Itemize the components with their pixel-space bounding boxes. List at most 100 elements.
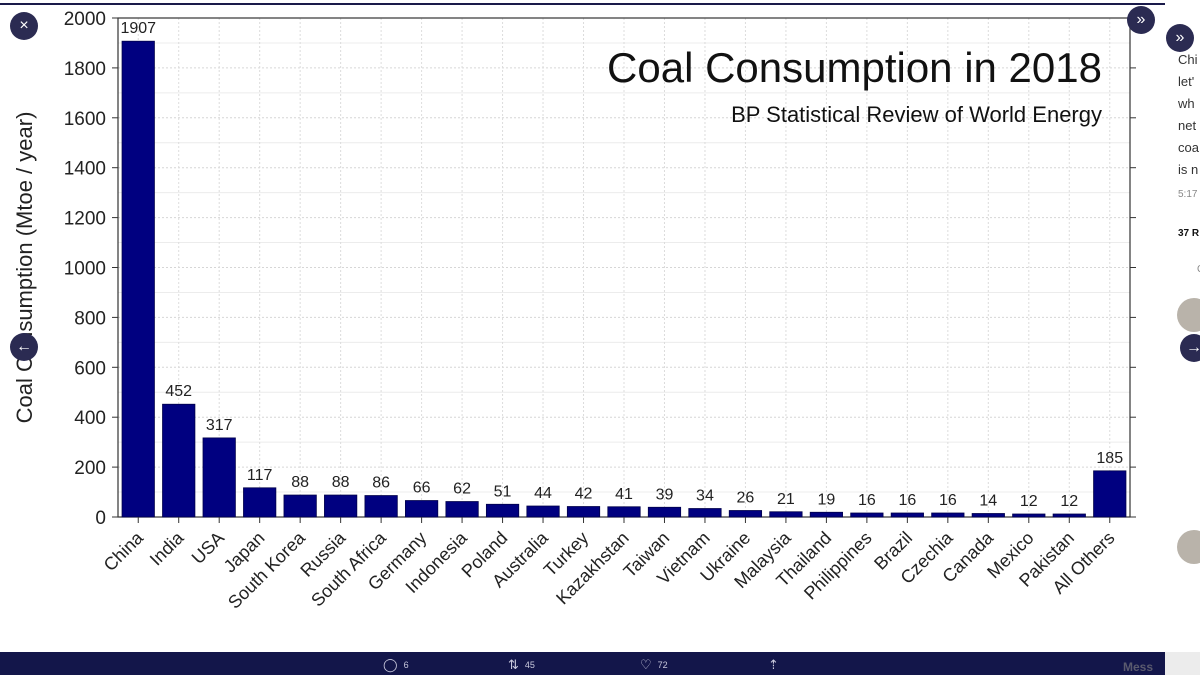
bar-value-label: 86 [372, 475, 390, 492]
bar-japan [243, 487, 277, 518]
bar-germany [405, 500, 439, 518]
bar-taiwan [647, 506, 682, 518]
bar-value-label: 66 [413, 480, 431, 497]
side-text-line: net [1178, 118, 1197, 133]
bar-value-label: 317 [206, 417, 233, 434]
collapse-panel-button[interactable]: » [1127, 6, 1155, 34]
bar-value-label: 26 [737, 490, 755, 507]
bar-value-label: 16 [898, 492, 916, 509]
like-count: 72 [657, 660, 668, 670]
bar-ukraine [728, 510, 763, 518]
bar-value-label: 34 [696, 488, 714, 505]
avatar[interactable] [1177, 530, 1200, 564]
side-text-line: coa [1178, 140, 1199, 155]
y-tick-label: 400 [74, 408, 106, 429]
bar-value-label: 21 [777, 491, 795, 508]
retweet-button[interactable]: ⇅ 45 [508, 657, 535, 673]
bar-value-label: 12 [1020, 493, 1038, 510]
messages-bar[interactable] [1165, 652, 1200, 675]
bar-kazakhstan [607, 506, 641, 518]
x-tick-label: China [100, 527, 148, 575]
y-tick-label: 1800 [64, 59, 106, 80]
close-button[interactable]: × [10, 12, 38, 40]
bar-value-label: 185 [1096, 450, 1123, 467]
bar-value-label: 452 [165, 383, 192, 400]
x-tick-label: India [146, 527, 188, 569]
bar-value-label: 117 [247, 467, 273, 484]
previous-image-button[interactable]: ← [10, 333, 38, 361]
bar-value-label: 1907 [120, 20, 156, 37]
retweet-count-bottom: 45 [524, 660, 535, 670]
reply-icon: ◯ [383, 657, 398, 672]
coal-chart: 0 200 400 600 800 1000 1200 1400 1600 1800 2000 190… [12, 9, 1136, 613]
double-chevron-right-icon: » [1175, 29, 1185, 46]
bar-brazil [890, 512, 924, 518]
bar-value-label: 88 [291, 474, 309, 491]
bar-malaysia [769, 511, 803, 518]
arrow-right-icon: → [1186, 339, 1200, 356]
bar-vietnam [688, 508, 722, 518]
bar-philippines [850, 512, 884, 518]
y-axis-title: Coal Consumption (Mtoe / year) [12, 112, 37, 424]
y-tick-label: 200 [74, 458, 106, 479]
y-tick-label: 2000 [64, 9, 106, 30]
double-chevron-right-icon: » [1136, 11, 1146, 28]
reply-count: 6 [403, 660, 409, 670]
bar-value-label: 16 [858, 492, 876, 509]
side-letter: C [1197, 264, 1200, 275]
y-tick-label: 1400 [64, 159, 106, 180]
bar-value-label: 62 [453, 481, 471, 498]
tweet-time: 5:17 [1178, 189, 1198, 200]
bar-thailand [809, 511, 843, 518]
side-text-line: is n [1178, 162, 1199, 177]
bar-value-label: 44 [534, 485, 552, 502]
chart-subtitle: BP Statistical Review of World Energy [731, 102, 1102, 127]
tweet-action-bar: ◯ 6 ⇅ 45 ♡ 72 ⇡ [0, 652, 1165, 675]
y-tick-label: 1600 [64, 109, 106, 130]
top-border [0, 3, 1200, 5]
share-icon: ⇡ [768, 657, 779, 672]
bar-czechia [931, 512, 965, 518]
y-tick-label: 600 [74, 358, 106, 379]
share-button[interactable]: ⇡ [768, 657, 779, 673]
reply-button[interactable]: ◯ 6 [383, 657, 409, 673]
bar-value-label: 39 [656, 486, 674, 503]
y-tick-label: 1200 [64, 209, 106, 230]
bar-value-label: 16 [939, 492, 957, 509]
bar-value-label: 88 [332, 474, 350, 491]
chart-title: Coal Consumption in 2018 [607, 44, 1102, 91]
side-text-line: Chi [1178, 52, 1198, 67]
bar-value-label: 14 [979, 493, 997, 510]
expand-panel-button[interactable]: » [1166, 24, 1194, 52]
bar-south-korea [283, 494, 317, 518]
y-tick-label: 800 [74, 308, 106, 329]
bar-value-label: 19 [818, 491, 836, 508]
bar-value-label: 12 [1060, 493, 1078, 510]
bar-india [162, 403, 196, 518]
arrow-left-icon: ← [16, 338, 32, 355]
bar-mexico [1012, 513, 1046, 518]
bar-pakistan [1052, 513, 1086, 518]
y-tick-label: 0 [95, 508, 106, 529]
messages-label[interactable]: Mess [1123, 660, 1154, 674]
bar-value-label: 41 [615, 486, 633, 503]
chart-area: 0 200 400 600 800 1000 1200 1400 1600 1800 2000 190… [12, 9, 1136, 613]
bar-all-others [1093, 470, 1127, 518]
close-icon: × [19, 17, 29, 34]
next-image-button[interactable]: → [1180, 334, 1200, 362]
side-text-line: let' [1178, 74, 1195, 89]
bar-russia [324, 494, 358, 518]
retweet-count[interactable]: 37 R [1178, 228, 1200, 239]
y-tick-label: 1000 [64, 259, 106, 280]
avatar[interactable] [1177, 298, 1200, 332]
bar-poland [485, 503, 520, 518]
bar-turkey [566, 506, 601, 518]
bar-value-label: 51 [494, 483, 512, 500]
bar-usa [202, 437, 236, 518]
retweet-icon: ⇅ [508, 657, 519, 672]
like-button[interactable]: ♡ 72 [640, 657, 668, 673]
bar-canada [971, 513, 1005, 518]
bar-indonesia [445, 501, 479, 518]
bar-value-label: 42 [575, 486, 593, 503]
bar-south-africa [364, 495, 398, 518]
